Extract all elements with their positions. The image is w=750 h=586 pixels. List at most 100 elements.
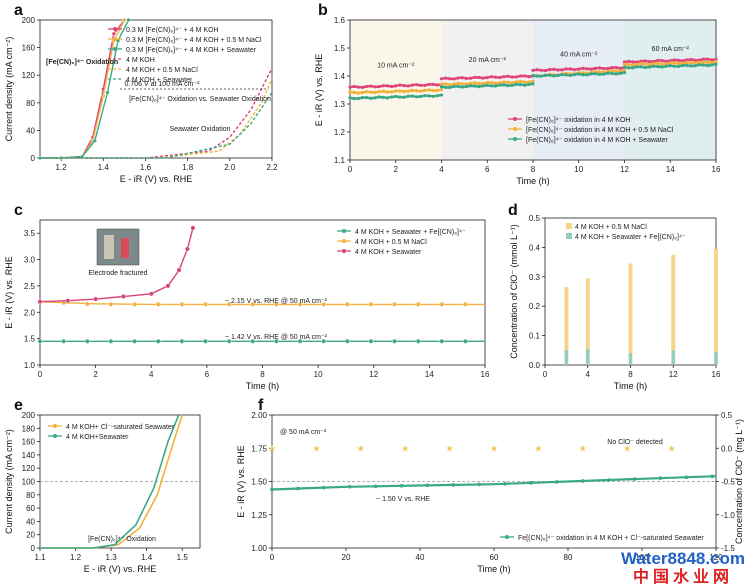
y-axis-label: Current density (mA cm⁻²) xyxy=(4,37,14,142)
data-point xyxy=(714,60,718,64)
data-point xyxy=(631,66,635,70)
data-point xyxy=(368,338,374,344)
data-point xyxy=(477,75,481,80)
data-point xyxy=(518,74,523,78)
data-point xyxy=(481,84,485,88)
data-point xyxy=(627,62,631,67)
data-point xyxy=(381,95,385,99)
legend-marker xyxy=(505,535,509,539)
data-point xyxy=(84,338,90,344)
electrode-photo-detail xyxy=(104,235,114,259)
data-point xyxy=(394,89,398,93)
data-point xyxy=(701,57,706,61)
watermark-brand: Water8848.com xyxy=(621,549,745,568)
data-point xyxy=(510,83,514,87)
x-tick-label: 6 xyxy=(205,370,210,379)
data-point xyxy=(406,84,410,88)
data-point xyxy=(105,90,110,95)
data-point xyxy=(410,88,414,92)
data-point xyxy=(296,486,300,491)
x-axis-label: Time (h) xyxy=(477,564,510,574)
data-point xyxy=(373,85,377,89)
data-point xyxy=(639,62,643,66)
panel-label: b xyxy=(318,2,328,19)
data-point xyxy=(321,301,327,307)
data-point xyxy=(398,83,402,87)
data-point xyxy=(165,283,171,289)
data-point xyxy=(185,246,190,252)
data-point: ★ xyxy=(623,443,631,453)
data-point xyxy=(643,59,647,63)
region-label: 10 mA cm⁻² xyxy=(377,63,415,70)
y-tick-label: 80 xyxy=(26,491,35,500)
data-point xyxy=(610,69,614,73)
y2-tick-label: -1.5 xyxy=(721,544,735,553)
series-line-5 xyxy=(40,92,273,159)
data-point xyxy=(514,75,518,79)
data-point xyxy=(618,69,622,73)
data-point xyxy=(647,60,652,64)
data-point xyxy=(321,338,327,344)
data-point xyxy=(506,84,510,88)
data-point xyxy=(614,65,618,70)
data-point xyxy=(439,85,444,89)
bar xyxy=(671,254,676,365)
data-point: ★ xyxy=(579,443,587,453)
legend-marker xyxy=(513,117,517,121)
data-point xyxy=(656,58,660,63)
data-point xyxy=(622,65,627,69)
legend-entry: 0.3 M [Fe(CN)₆]⁴⁻ + 4 M KOH + 0.5 M NaCl xyxy=(126,37,262,44)
data-point xyxy=(548,73,552,77)
x-tick-label: 4 xyxy=(149,370,154,379)
annotation: ~ 2.15 V vs. RHE @ 50 mA cm⁻² xyxy=(225,298,328,305)
region-label: 60 mA cm⁻² xyxy=(652,46,690,53)
data-point xyxy=(389,84,394,89)
data-point xyxy=(122,18,127,22)
y-tick-label: 1.0 xyxy=(24,361,36,370)
y-tick-label: 1.1 xyxy=(334,156,346,165)
panel-label: e xyxy=(14,397,23,414)
legend-entry: 4 M KOH xyxy=(126,57,155,64)
data-point xyxy=(527,75,531,79)
data-point: ★ xyxy=(268,443,276,453)
bar xyxy=(585,278,590,365)
watermark-chinese: 中国水业网 xyxy=(633,567,733,586)
legend-entry: 4 M KOH + Seawater xyxy=(126,77,193,84)
y-tick-label: 1.5 xyxy=(24,335,36,344)
data-point xyxy=(652,62,656,66)
data-point xyxy=(606,478,611,482)
data-point xyxy=(710,63,714,67)
electrode-photo xyxy=(96,228,140,266)
data-point xyxy=(658,476,663,480)
data-point xyxy=(652,59,656,64)
data-point xyxy=(435,88,439,93)
data-point xyxy=(410,94,414,98)
data-point xyxy=(714,57,718,61)
y-tick-label: 120 xyxy=(22,71,36,80)
data-point xyxy=(660,59,664,63)
data-point xyxy=(681,63,685,68)
data-point xyxy=(448,77,452,81)
data-point xyxy=(352,84,356,89)
y-tick-label: 3.0 xyxy=(24,256,36,265)
legend-marker xyxy=(513,127,517,131)
data-point xyxy=(539,68,543,72)
x-axis-label: E - iR (V) vs. RHE xyxy=(120,174,193,184)
data-point xyxy=(614,72,618,76)
y-tick-label: 60 xyxy=(26,504,35,513)
data-point xyxy=(564,73,568,77)
data-point xyxy=(469,84,473,88)
data-point xyxy=(439,77,444,81)
data-point xyxy=(473,84,477,88)
data-point xyxy=(531,73,535,78)
data-point xyxy=(514,82,518,86)
data-point xyxy=(402,95,406,99)
data-point xyxy=(581,479,585,483)
legend-marker xyxy=(342,249,346,253)
y-tick-label: 1.6 xyxy=(334,16,346,25)
annotation: No ClO⁻ detected xyxy=(607,439,663,446)
x-axis-label: Time (h) xyxy=(246,381,279,391)
x-tick-label: 12 xyxy=(369,370,378,379)
data-point xyxy=(398,95,402,99)
